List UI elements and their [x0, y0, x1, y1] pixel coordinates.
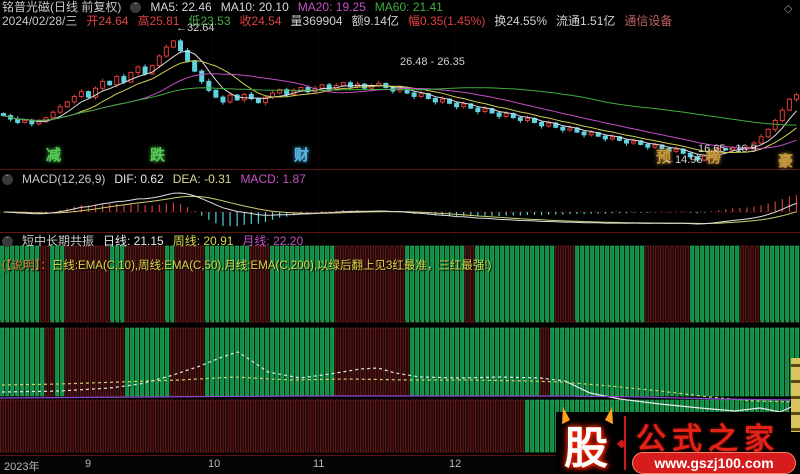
axis-label: 11	[313, 458, 325, 470]
daily-quote-values: 2024/02/28/三 开24.64 高25.81 低23.53 收24.54 量369…	[2, 14, 672, 28]
resonance-values: 短中长期共振 日线: 21.15 周线: 20.91 月线: 22.20	[22, 234, 303, 248]
macd-value: DIF: 0.62	[114, 172, 164, 186]
watermark-char: 跌	[150, 147, 166, 164]
brand-logo-char: 股	[564, 424, 608, 473]
panel-divider	[0, 232, 800, 233]
macd-values: MACD(12,26,9) DIF: 0.62 DEA: -0.31 MACD: 1.…	[22, 172, 306, 186]
macd-value: MACD(12,26,9)	[22, 172, 106, 186]
resonance-value: 周线: 20.91	[172, 234, 234, 248]
ma-value: MA60: 21.41	[374, 0, 443, 14]
indicator-description: (【说明】：日线:EMA(C,10),周线:EMA(C,50),月线:EMA(C…	[2, 257, 491, 273]
site-watermark: 股 ◆ 公式之家 www.gszj100.com	[555, 406, 800, 474]
price-label: 16.65 - 16.9	[698, 143, 757, 155]
ma-value: MA10: 20.10	[220, 0, 289, 14]
axis-label: 2023年	[4, 461, 40, 473]
quote-value: 收24.54	[239, 14, 282, 28]
resonance-value: 日线: 21.15	[103, 234, 164, 248]
corner-diamond-icon[interactable]: ◇	[784, 3, 793, 15]
quote-value: 通信设备	[624, 14, 673, 28]
axis-label: 10	[208, 458, 221, 470]
brand-divider	[624, 416, 626, 470]
collapse-price-panel-icon[interactable]: ˇ	[130, 1, 142, 13]
quote-value: 2024/02/28/三	[2, 14, 78, 28]
quote-value: 流通1.51亿	[556, 14, 616, 28]
price-label: ←32.64	[176, 22, 215, 34]
axis-label: 9	[85, 458, 92, 470]
stock-header-line1: 铭普光磁(日线 前复权) ˇ MA5: 22.46 MA10: 20.10 MA20…	[2, 0, 443, 14]
price-label: ←14.96	[664, 154, 703, 166]
macd-value: DEA: -0.31	[172, 172, 232, 186]
caption-prefix: (【说明】：	[2, 260, 52, 272]
macd-value: MACD: 1.87	[240, 172, 306, 186]
resonance-value: 短中长期共振	[22, 234, 95, 248]
quote-value: 额9.14亿	[351, 14, 399, 28]
watermark-char: 减	[46, 147, 62, 164]
quote-value: 高25.81	[137, 14, 180, 28]
axis-label: 12	[449, 458, 462, 470]
price-label: 26.48 - 26.35	[400, 56, 465, 68]
macd-panel-header: ˇ MACD(12,26,9) DIF: 0.62 DEA: -0.31 MACD: …	[2, 172, 306, 186]
resonance-value: 月线: 22.20	[242, 234, 304, 248]
brand-url: www.gszj100.com	[632, 452, 796, 474]
ma-value: MA20: 19.25	[297, 0, 366, 14]
panel-divider	[0, 169, 800, 170]
collapse-macd-panel-icon[interactable]: ˇ	[2, 173, 13, 185]
quote-value: 换24.55%	[494, 14, 548, 28]
ma-values: MA5: 22.46 MA10: 20.10 MA20: 19.25 MA60: 21…	[150, 0, 443, 14]
caption-body: 日线:EMA(C,10),周线:EMA(C,50),月线:EMA(C,200),…	[51, 260, 492, 272]
quote-value: 开24.64	[86, 14, 129, 28]
resonance-panel-header: ˇ 短中长期共振 日线: 21.15 周线: 20.91 月线: 22.20	[2, 234, 303, 248]
ma-value: MA5: 22.46	[150, 0, 212, 14]
quote-value: 低23.53	[188, 14, 231, 28]
watermark-char: 榜	[706, 149, 722, 166]
diamond-icon: ◆	[617, 436, 627, 450]
brand-name: 公式之家	[636, 423, 780, 456]
stock-title: 铭普光磁(日线 前复权)	[2, 0, 122, 14]
watermark-char: 预	[656, 149, 672, 166]
watermark-char: 财	[294, 147, 310, 164]
quote-value: 量369904	[290, 14, 343, 28]
stock-header-line2: 2024/02/28/三 开24.64 高25.81 低23.53 收24.54 量369…	[2, 14, 672, 28]
collapse-resonance-panel-icon[interactable]: ˇ	[2, 235, 13, 247]
quote-value: 幅0.35(1.45%)	[407, 14, 486, 28]
watermark-char: 豪	[778, 153, 794, 170]
right-edge-tab[interactable]	[791, 358, 800, 432]
